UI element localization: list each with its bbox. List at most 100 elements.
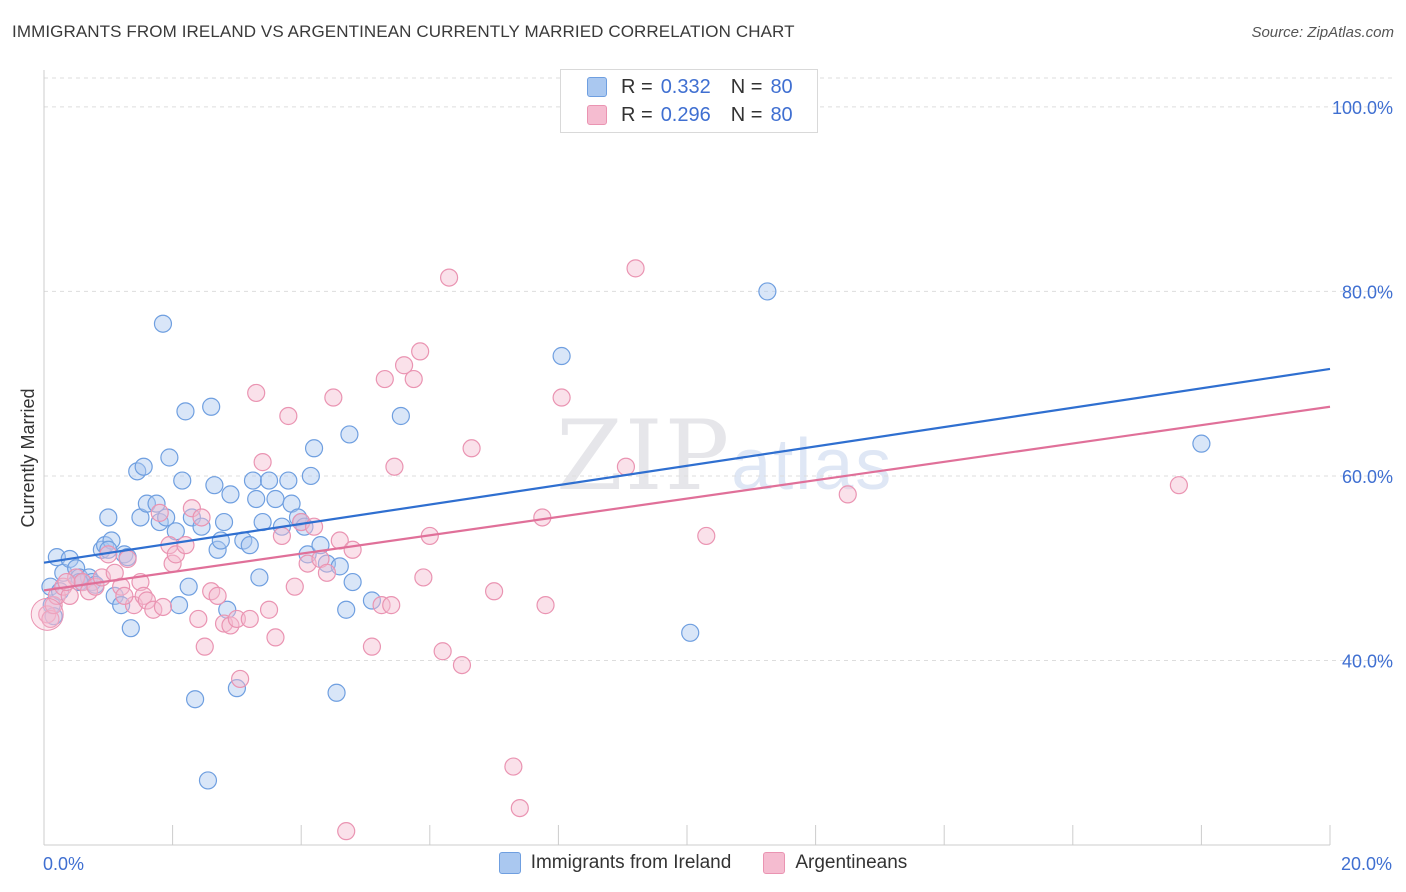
point-ireland [266,489,285,509]
point-argentineans [195,637,214,656]
point-ireland [202,397,221,416]
point-argentineans [253,453,272,472]
point-argentineans [115,586,134,605]
point-ireland [134,457,153,476]
point-ireland [1192,434,1211,453]
point-ireland [301,466,320,486]
point-ireland [327,683,346,702]
point-argentineans [30,597,64,631]
point-ireland [240,536,259,555]
point-argentineans [411,342,430,361]
point-argentineans [118,549,137,569]
point-ireland [279,471,298,490]
point-argentineans [324,388,343,407]
point-argentineans [1169,476,1188,495]
point-ireland [221,485,240,504]
point-ireland [160,448,179,467]
point-ireland [758,282,777,301]
point-argentineans [504,757,523,776]
point-ireland [173,471,192,490]
point-argentineans [433,642,452,661]
legend-label: Argentineans [795,852,908,873]
point-ireland [250,568,269,587]
point-ireland [247,489,266,509]
legend-item-argentineans[interactable]: Argentineans [763,852,907,874]
point-argentineans [452,655,472,675]
point-argentineans [697,526,716,546]
point-argentineans [279,406,298,426]
point-argentineans [47,586,66,605]
series-legend: Immigrants from Ireland Argentineans [0,852,1406,874]
tick-labels: 40.0% 60.0% 80.0% 100.0% 0.0% 20.0% [43,98,1393,874]
chart-title: IMMIGRANTS FROM IRELAND VS ARGENTINEAN C… [12,22,795,41]
x-tick-label: 20.0% [1341,854,1392,874]
point-argentineans [404,369,423,389]
point-argentineans [266,628,285,647]
point-ireland [153,314,173,333]
point-argentineans [510,798,529,818]
point-argentineans [208,586,227,605]
point-argentineans [285,577,304,596]
trend-line-ireland [43,367,1331,564]
n-label: N = [730,103,763,126]
point-argentineans [337,822,356,841]
point-argentineans [317,563,337,582]
legend-swatch-blue [498,852,521,874]
point-ireland [340,425,359,444]
point-ireland [304,439,324,458]
trend-line-argentineans [43,405,1331,592]
point-ireland [205,476,224,495]
point-argentineans [343,540,362,559]
point-argentineans [153,597,173,617]
gridlines [44,77,1392,661]
point-argentineans [272,526,292,546]
n-label: N = [730,75,763,98]
data-points [30,259,1211,841]
point-ireland [218,600,237,619]
point-ireland [137,494,156,513]
point-ireland [552,346,571,366]
point-ireland [179,577,198,596]
legend-swatch-pink [763,852,786,874]
point-argentineans [462,439,481,458]
point-argentineans [414,568,433,587]
point-argentineans [240,609,259,629]
point-argentineans [485,582,504,601]
point-ireland [243,471,263,490]
legend-swatch-blue [587,77,607,97]
point-argentineans [189,609,208,629]
legend-label: Immigrants from Ireland [530,852,732,873]
point-argentineans [375,369,394,389]
x-tick-label: 0.0% [43,854,84,874]
n-value: 80 [770,75,793,98]
r-value: 0.332 [660,75,711,98]
point-argentineans [166,545,185,564]
point-argentineans [536,596,555,615]
point-argentineans [227,609,246,629]
point-argentineans [182,499,201,518]
point-ireland [169,596,189,615]
point-ireland [176,402,195,421]
legend-row-argentineans: R = 0.296 N = 80 [587,101,793,129]
y-axis-label: Currently Married [18,388,38,527]
trend-lines [43,367,1331,592]
r-value: 0.296 [660,103,711,126]
point-ireland [105,586,124,605]
legend-item-ireland[interactable]: Immigrants from Ireland [498,852,732,874]
point-argentineans [385,457,404,476]
point-argentineans [394,356,414,375]
legend-swatch-pink [587,105,607,125]
axes [43,70,1331,846]
point-argentineans [150,503,169,522]
y-tick-label: 80.0% [1342,282,1393,302]
point-ireland [391,406,410,426]
point-ireland [343,572,362,592]
source-credit: Source: ZipAtlas.com [1251,24,1394,41]
point-ireland [214,512,234,532]
point-argentineans [41,609,60,629]
point-ireland [198,771,218,790]
r-label: R = [621,75,653,98]
point-argentineans [626,259,645,278]
y-tick-label: 60.0% [1342,467,1393,487]
